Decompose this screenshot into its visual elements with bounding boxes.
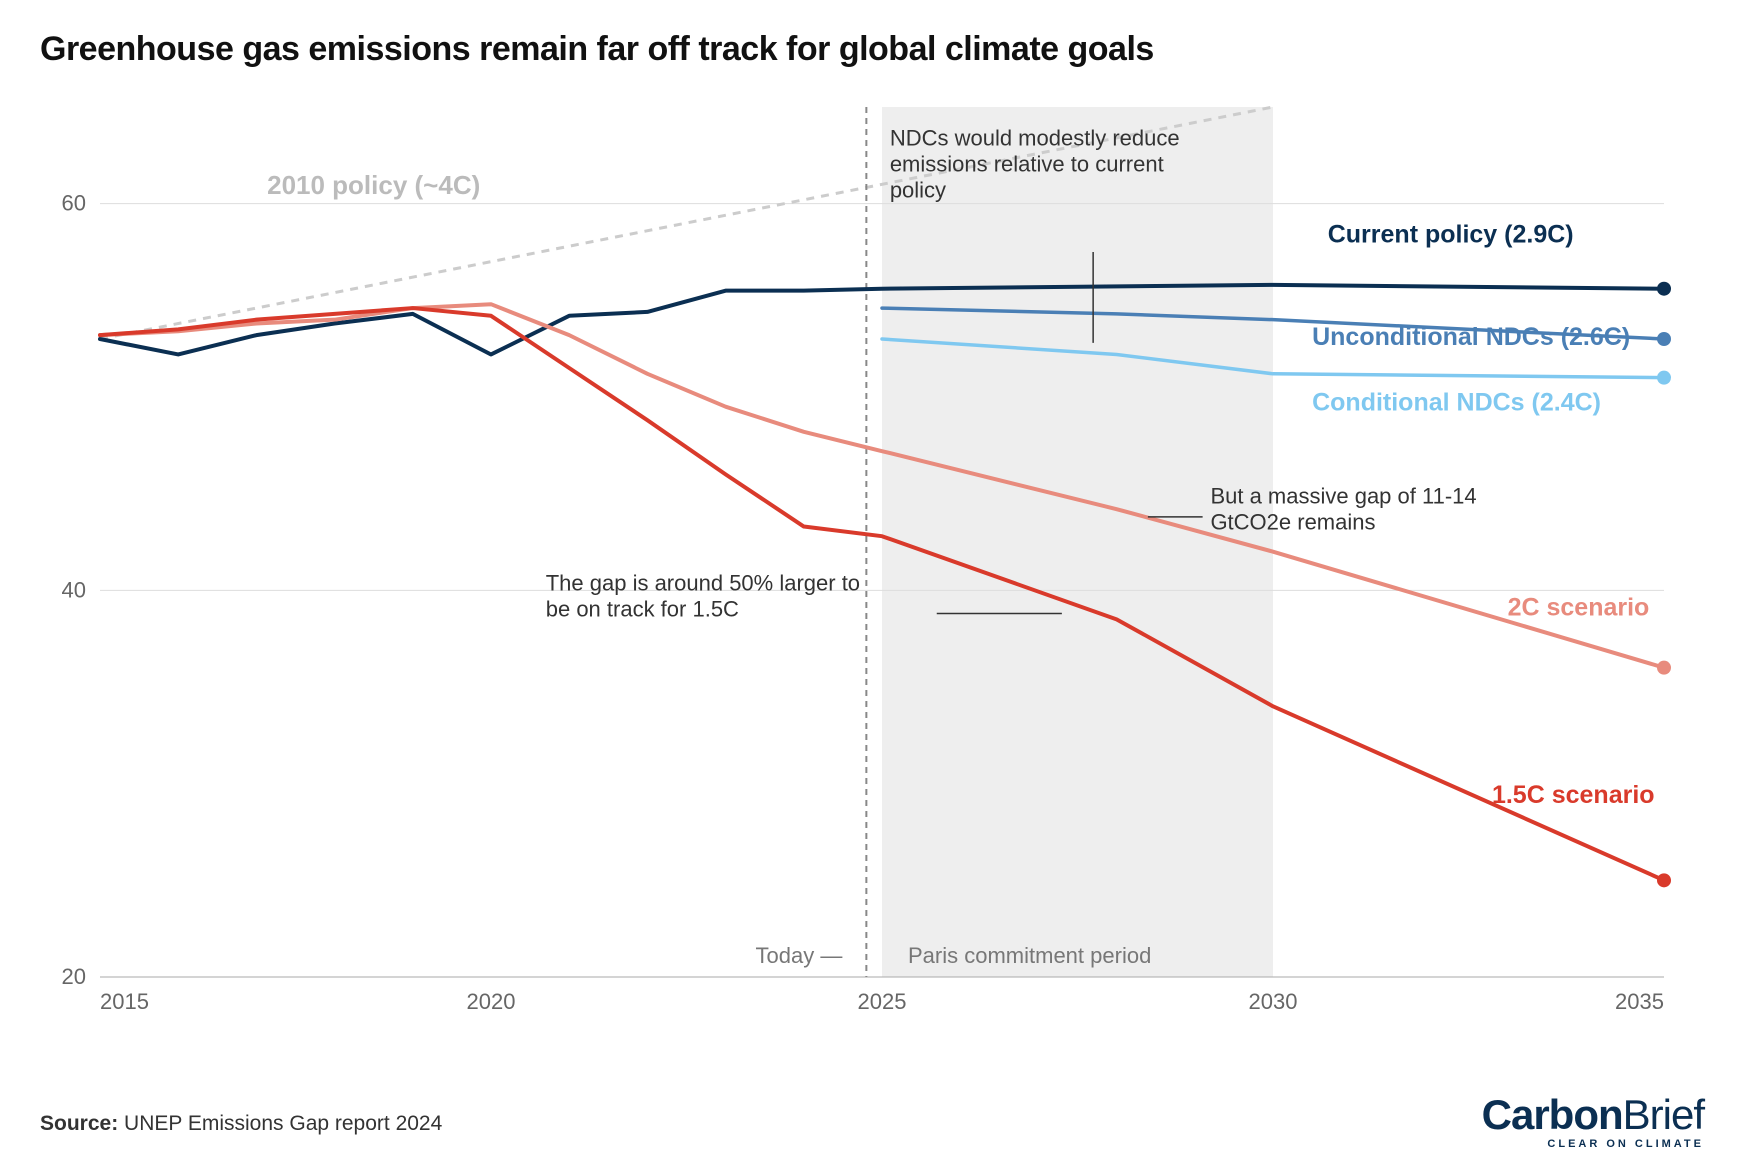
brand-logo: CarbonBrief CLEAR ON CLIMATE <box>1482 1094 1704 1150</box>
x-tick-label: 2035 <box>1615 989 1664 1014</box>
brand-word-2: Brief <box>1623 1091 1704 1138</box>
end-marker-conditional_ndcs <box>1657 371 1671 385</box>
svg-text:be on track for 1.5C: be on track for 1.5C <box>546 596 739 621</box>
y-tick-label: 40 <box>62 577 86 602</box>
shaded-paris-period <box>882 107 1273 977</box>
series-label-conditional_ndcs: Conditional NDCs (2.4C) <box>1312 389 1601 417</box>
brand-tagline: CLEAR ON CLIMATE <box>1482 1138 1704 1150</box>
annotation-gap_1_5c: The gap is around 50% larger tobe on tra… <box>546 570 860 621</box>
end-marker-scenario_2c <box>1657 661 1671 675</box>
source-label: Source: <box>40 1112 118 1135</box>
svg-text:GtCO2e remains: GtCO2e remains <box>1210 509 1375 534</box>
svg-text:policy: policy <box>890 178 946 203</box>
series-label-scenario_2c: 2C scenario <box>1508 593 1650 621</box>
label-2010-policy: 2010 policy (~4C) <box>267 170 480 200</box>
svg-text:The gap is around 50% larger t: The gap is around 50% larger to <box>546 570 860 595</box>
y-tick-label: 20 <box>62 964 86 989</box>
series-label-current_policy: Current policy (2.9C) <box>1328 220 1574 248</box>
chart-title: Greenhouse gas emissions remain far off … <box>40 30 1704 69</box>
brand-word-1: Carbon <box>1482 1091 1623 1138</box>
end-marker-current_policy <box>1657 282 1671 296</box>
x-tick-label: 2030 <box>1249 989 1298 1014</box>
svg-text:NDCs would modestly reduce: NDCs would modestly reduce <box>890 126 1180 151</box>
series-label-scenario_1_5c: 1.5C scenario <box>1492 781 1655 809</box>
svg-text:But a massive gap of 11-14: But a massive gap of 11-14 <box>1210 483 1476 508</box>
series-label-unconditional_ndcs: Unconditional NDCs (2.6C) <box>1312 323 1630 351</box>
x-tick-label: 2020 <box>467 989 516 1014</box>
today-label: Today — <box>756 943 843 968</box>
end-marker-scenario_1_5c <box>1657 873 1671 887</box>
chart-area: 20 40 60 2015 2020 2025 2030 2035 2010 policy (~… <box>40 77 1704 1037</box>
source-footer: Source: UNEP Emissions Gap report 2024 <box>40 1112 442 1136</box>
x-tick-label: 2025 <box>858 989 907 1014</box>
end-marker-unconditional_ndcs <box>1657 332 1671 346</box>
annotation-massive_gap: But a massive gap of 11-14GtCO2e remains <box>1210 483 1476 534</box>
source-text: UNEP Emissions Gap report 2024 <box>124 1112 442 1135</box>
y-tick-label: 60 <box>62 191 86 216</box>
svg-text:emissions relative to current: emissions relative to current <box>890 152 1164 177</box>
x-tick-label: 2015 <box>100 989 149 1014</box>
paris-period-label: Paris commitment period <box>908 943 1151 968</box>
